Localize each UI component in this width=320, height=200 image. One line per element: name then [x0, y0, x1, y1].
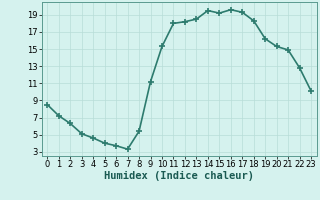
X-axis label: Humidex (Indice chaleur): Humidex (Indice chaleur)	[104, 171, 254, 181]
